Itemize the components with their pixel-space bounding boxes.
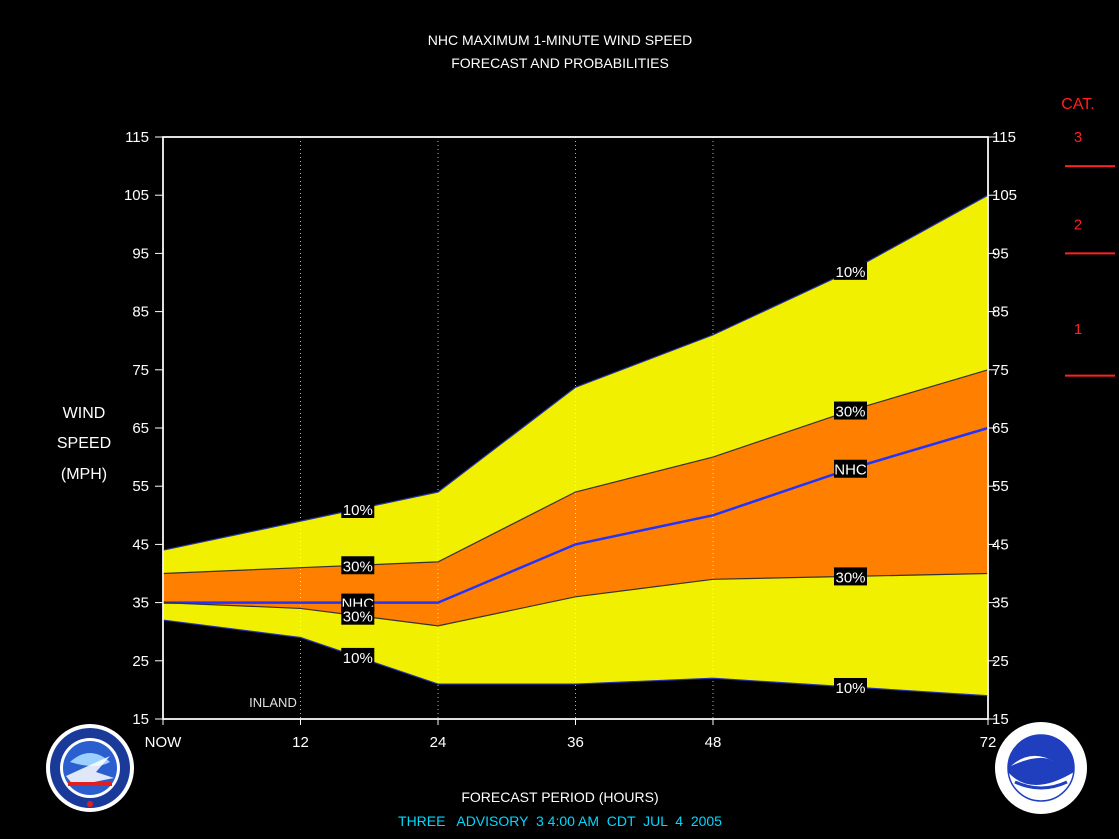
series-label-bg <box>341 647 375 666</box>
y-axis-label-line-1: WIND <box>63 405 106 422</box>
series-label: NHC <box>834 462 867 479</box>
vertical-grid <box>300 137 714 719</box>
y-tick-label-left: 95 <box>132 245 149 262</box>
category-label: 1 <box>1074 321 1082 338</box>
y-axis-label-line-2: SPEED <box>57 435 111 452</box>
series-label: 10% <box>343 650 373 667</box>
y-tick-label-left: 85 <box>132 304 149 321</box>
advisory-line: THREE ADVISORY 3 4:00 AM CDT JUL 4 2005 <box>398 813 722 829</box>
chart-title: NHC MAXIMUM 1-MINUTE WIND SPEED <box>428 32 692 48</box>
y-tick-label-right: 45 <box>992 536 1009 553</box>
y-tick-label-left: 45 <box>132 536 149 553</box>
y-ticks-left: 15 25 35 45 55 65 75 85 95 105 115 <box>124 129 163 728</box>
nws-logo <box>46 724 134 812</box>
x-tick-label: 24 <box>430 734 447 751</box>
category-scale-title: CAT. <box>1061 96 1094 113</box>
x-tick-label: 48 <box>705 734 722 751</box>
series-label-bg <box>834 261 867 280</box>
y-tick-label-right: 85 <box>992 304 1009 321</box>
y-tick-label-right: 105 <box>992 187 1017 204</box>
y-tick-label-left: 115 <box>125 129 149 146</box>
inland-annotation: INLAND <box>249 695 297 710</box>
y-axis-label-line-3: (MPH) <box>61 466 107 483</box>
series-label: 10% <box>835 680 865 697</box>
y-tick-label-left: 15 <box>132 711 149 728</box>
y-tick-label-right: 65 <box>992 420 1009 437</box>
y-tick-label-right: 25 <box>992 653 1009 670</box>
y-tick-label-right: 95 <box>992 245 1009 262</box>
y-tick-label-left: 55 <box>132 478 149 495</box>
y-tick-label-right: 55 <box>992 478 1009 495</box>
series-label-bg <box>834 459 867 478</box>
series-label: 10% <box>835 264 865 281</box>
x-tick-label: 12 <box>292 734 309 751</box>
series-label: 10% <box>343 502 373 519</box>
y-tick-label-left: 105 <box>124 187 149 204</box>
x-tick-label: 36 <box>567 734 584 751</box>
y-tick-label-left: 75 <box>132 362 149 379</box>
y-tick-label-right: 115 <box>992 129 1016 146</box>
category-label: 2 <box>1074 216 1082 233</box>
series-label-bg <box>341 606 375 625</box>
x-ticks: NOW 12 24 36 48 72 <box>145 719 997 751</box>
series-label: 30% <box>343 558 373 575</box>
x-axis-label: FORECAST PERIOD (HOURS) <box>461 789 658 805</box>
category-scale: 3 2 1 <box>1065 129 1115 377</box>
chart-subtitle: FORECAST AND PROBABILITIES <box>451 55 669 71</box>
y-tick-label-left: 25 <box>132 653 149 670</box>
series-label-bg <box>834 401 867 420</box>
category-label: 3 <box>1074 129 1082 146</box>
series-label-bg <box>834 677 867 696</box>
y-ticks-right: 15 25 35 45 55 65 75 85 95 105 115 <box>988 129 1017 728</box>
y-tick-label-right: 75 <box>992 362 1009 379</box>
series-label: 30% <box>835 404 865 421</box>
series-label: 30% <box>835 569 865 586</box>
series-label-bg <box>341 556 375 575</box>
series-label: 30% <box>343 609 373 626</box>
series-label-bg <box>341 499 375 518</box>
series-label-bg <box>834 567 867 586</box>
y-tick-label-left: 35 <box>132 595 149 612</box>
y-tick-label-right: 35 <box>992 595 1009 612</box>
y-tick-label-left: 65 <box>132 420 149 437</box>
x-tick-label: 72 <box>980 734 997 751</box>
y-tick-label-right: 15 <box>992 711 1009 728</box>
noaa-logo <box>995 722 1087 814</box>
x-tick-label: NOW <box>145 734 183 751</box>
